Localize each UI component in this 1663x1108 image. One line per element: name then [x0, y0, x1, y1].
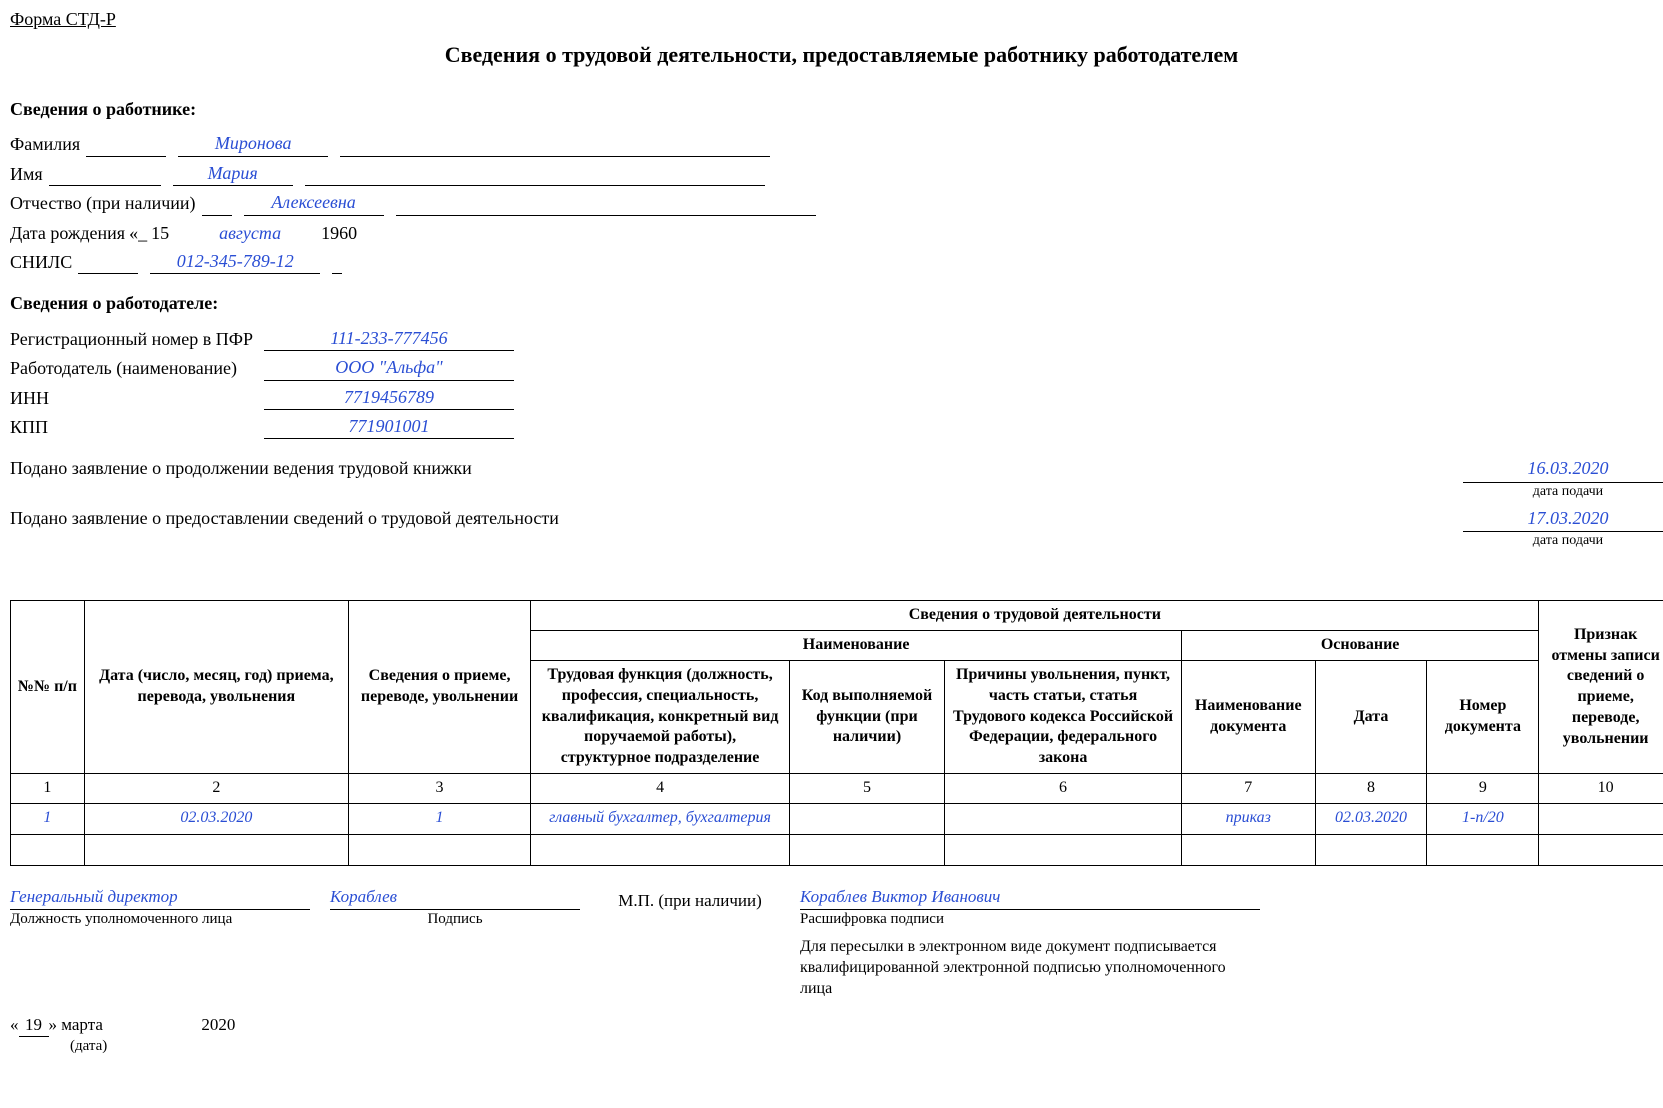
- worker-section: Сведения о работнике:: [10, 98, 1663, 121]
- snils-label: СНИЛС: [10, 251, 72, 274]
- statement1-label: Подано заявление о продолжении ведения т…: [10, 457, 880, 480]
- th-basis: Основание: [1181, 631, 1538, 661]
- statement2-cap: дата подачи: [1463, 532, 1663, 550]
- table-numrow: 1 2 3 4 5 6 7 8 9 10: [11, 774, 1663, 804]
- name-label: Имя: [10, 163, 43, 186]
- snils-value: 012-345-789-12: [150, 251, 320, 274]
- dob-month: августа: [219, 222, 281, 245]
- inn-label: ИНН: [10, 387, 258, 410]
- th-date: Дата (число, месяц, год) приема, перевод…: [84, 601, 348, 774]
- sign-signature-cap: Подпись: [330, 910, 580, 930]
- surname-label: Фамилия: [10, 133, 80, 156]
- th-docnum: Номер документа: [1427, 661, 1539, 774]
- dob-year: 1960: [321, 222, 357, 245]
- emp-name-value: ООО "Альфа": [264, 358, 514, 381]
- dob-label: Дата рождения: [10, 222, 125, 245]
- emp-name-label: Работодатель (наименование): [10, 357, 258, 380]
- th-code: Код выполняемой функции (при наличии): [789, 661, 944, 774]
- sign-note: Для пересылки в электронном виде докумен…: [800, 937, 1260, 999]
- th-job: Трудовая функция (должность, профессия, …: [531, 661, 790, 774]
- sign-fullname-cap: Расшифровка подписи: [800, 910, 1260, 930]
- mp-label: М.П. (при наличии): [600, 890, 780, 1000]
- footer-date: «19» марта 2020 (дата): [10, 1014, 1663, 1057]
- activity-table: №№ п/п Дата (число, месяц, год) приема, …: [10, 600, 1663, 865]
- th-cancel: Признак отмены записи сведений о приеме,…: [1539, 601, 1663, 774]
- table-row: [11, 834, 1663, 865]
- sign-fullname: Кораблев Виктор Иванович: [800, 886, 1260, 910]
- th-info: Сведения о приеме, переводе, увольнении: [348, 601, 530, 774]
- page-title: Сведения о трудовой деятельности, предос…: [10, 41, 1663, 70]
- employer-section: Сведения о работодателе:: [10, 292, 1663, 315]
- statement1-cap: дата подачи: [1463, 483, 1663, 501]
- inn-value: 7719456789: [264, 387, 514, 410]
- statement2-date: 17.03.2020: [1463, 507, 1663, 532]
- kpp-label: КПП: [10, 416, 258, 439]
- th-activity: Сведения о трудовой деятельности: [531, 601, 1539, 631]
- reg-value: 111-233-777456: [264, 328, 514, 351]
- form-code: Форма СТД-Р: [10, 8, 1663, 31]
- th-num: №№ п/п: [11, 601, 85, 774]
- th-reason: Причины увольнения, пункт, часть статьи,…: [945, 661, 1182, 774]
- name-value: Мария: [173, 163, 293, 186]
- patronymic-value: Алексеевна: [244, 193, 384, 216]
- patronymic-label: Отчество (при наличии): [10, 192, 196, 215]
- th-docdate: Дата: [1315, 661, 1427, 774]
- reg-label: Регистрационный номер в ПФР: [10, 328, 258, 351]
- th-naming: Наименование: [531, 631, 1182, 661]
- sign-signature: Кораблев: [330, 886, 580, 910]
- table-row: 1 02.03.2020 1 главный бухгалтер, бухгал…: [11, 803, 1663, 834]
- sign-position: Генеральный директор: [10, 886, 310, 910]
- footer-date-cap: (дата): [70, 1037, 1663, 1057]
- kpp-value: 771901001: [264, 416, 514, 439]
- th-docname: Наименование документа: [1181, 661, 1315, 774]
- statement1-date: 16.03.2020: [1463, 457, 1663, 482]
- surname-value: Миронова: [178, 134, 328, 157]
- dob-day: 15: [151, 222, 169, 245]
- sign-position-cap: Должность уполномоченного лица: [10, 910, 310, 930]
- statement2-label: Подано заявление о предоставлении сведен…: [10, 507, 880, 530]
